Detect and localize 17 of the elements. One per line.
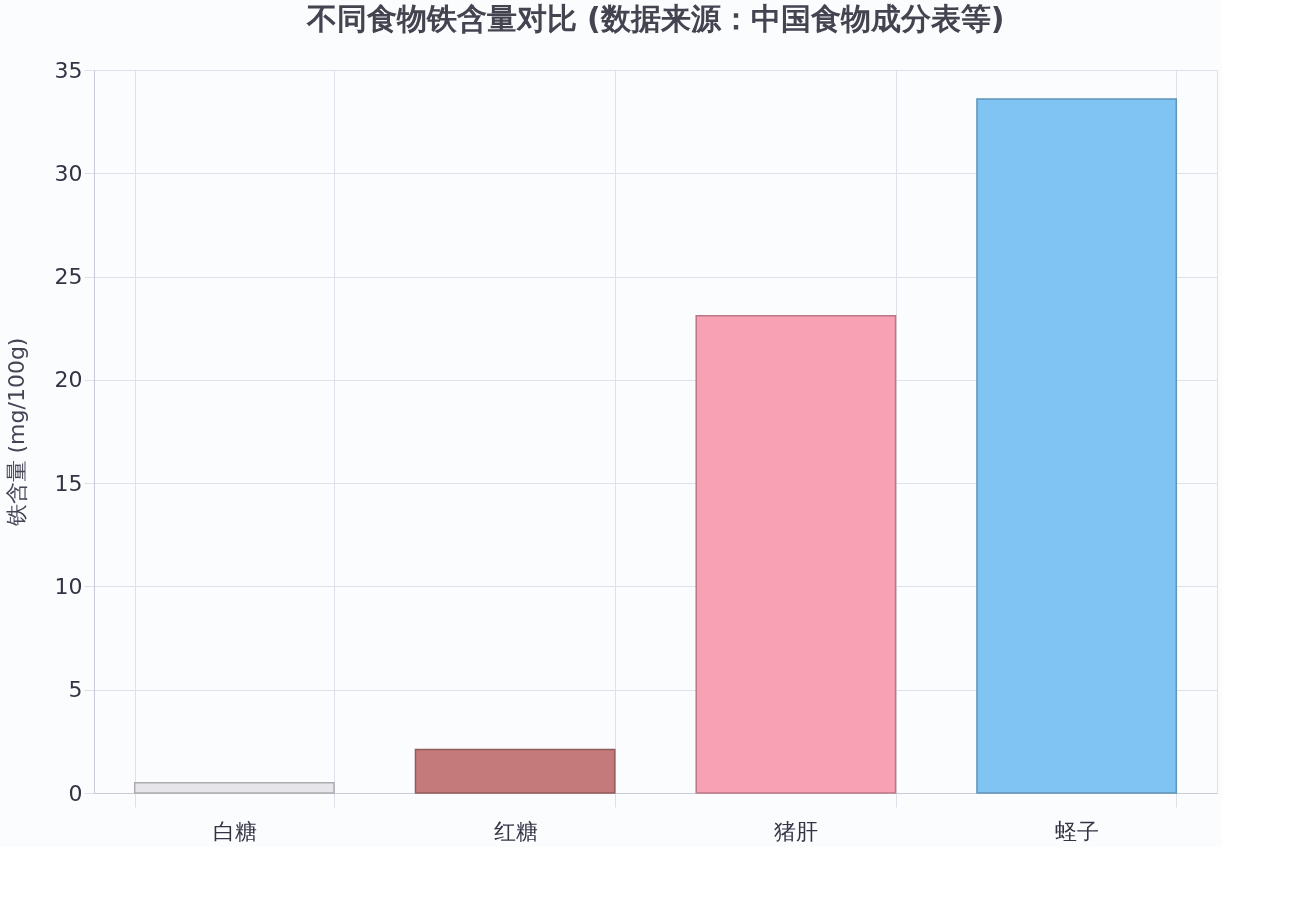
y-tick-label: 0 — [68, 780, 83, 806]
y-tick-label: 15 — [54, 470, 83, 496]
y-tick-label: 10 — [54, 573, 83, 599]
x-tick-label: 红糖 — [493, 818, 538, 844]
x-tick-label: 猪肝 — [774, 818, 819, 844]
y-tick-label: 20 — [54, 367, 83, 393]
y-axis-title: 铁含量 (mg/100g) — [3, 337, 29, 528]
bar — [976, 98, 1178, 794]
bar — [414, 748, 616, 794]
bar — [695, 315, 897, 794]
y-tick-label: 30 — [54, 160, 83, 186]
chart-title: 不同食物铁含量对比 (数据来源：中国食物成分表等) — [305, 1, 1005, 36]
x-tick-label: 白糖 — [212, 818, 257, 844]
x-tick-label: 蛏子 — [1055, 818, 1100, 844]
y-tick-label: 35 — [54, 57, 83, 83]
y-tick-label: 25 — [54, 264, 83, 290]
y-tick-label: 5 — [68, 677, 83, 703]
